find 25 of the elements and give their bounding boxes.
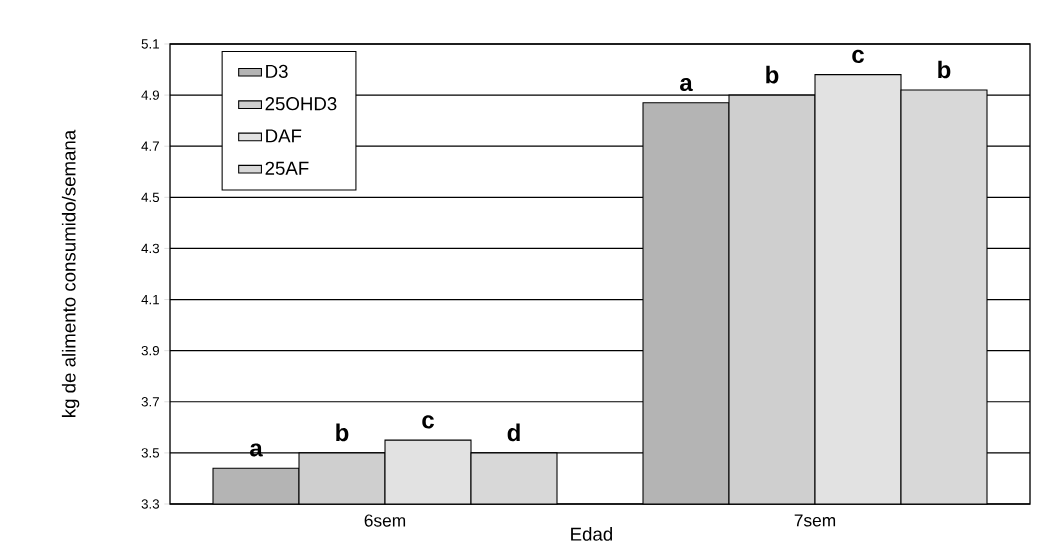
data-label: a <box>680 77 693 92</box>
y-tick-label: 4.1 <box>141 294 159 305</box>
data-label: c <box>422 415 434 429</box>
x-axis-title: Edad <box>571 527 612 541</box>
data-label: c <box>852 49 864 64</box>
y-tick-label: 4.7 <box>141 141 159 151</box>
y-tick-label: 3.7 <box>141 397 159 407</box>
legend-label: 25AF <box>265 161 309 175</box>
legend-label: DAF <box>266 129 302 143</box>
y-tick-label: 3.9 <box>141 345 159 356</box>
y-tick-label: 3.3 <box>141 499 160 509</box>
y-tick-label: 4.5 <box>141 192 160 202</box>
data-label: b <box>766 65 779 84</box>
y-tick-label: 3.5 <box>141 448 160 458</box>
data-label: b <box>336 423 349 442</box>
y-tick-label: 4.9 <box>141 90 159 100</box>
data-label: b <box>938 60 951 79</box>
x-tick-label: 6sem <box>364 514 406 527</box>
data-label: d <box>507 423 520 442</box>
y-axis-title: kg de alimento consumido/semana <box>61 129 80 417</box>
legend-label: D3 <box>266 64 288 78</box>
y-tick-label: 5.1 <box>141 39 159 49</box>
legend-label: 25OHD3 <box>265 97 337 111</box>
y-tick-label: 4.3 <box>141 243 160 254</box>
x-tick-label: 7sem <box>794 514 836 527</box>
